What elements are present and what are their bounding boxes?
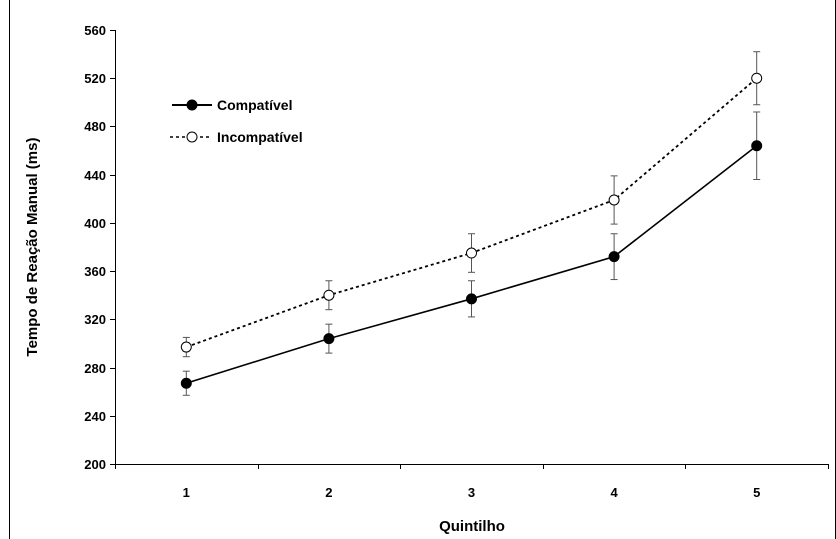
y-tick-label: 560 — [84, 23, 106, 38]
x-tick-label: 5 — [753, 485, 760, 500]
legend: Compatível Incompatível — [170, 97, 303, 145]
legend-marker-compativel — [187, 100, 197, 110]
y-tick-label: 360 — [84, 264, 106, 279]
y-tick-label: 520 — [84, 71, 106, 86]
x-axis-ticks: 1 2 3 4 5 — [116, 464, 829, 500]
data-point-incompativel — [181, 342, 191, 352]
data-point-compativel — [467, 294, 477, 304]
y-tick-label: 440 — [84, 168, 106, 183]
data-point-incompativel — [752, 73, 762, 83]
data-point-incompativel — [609, 195, 619, 205]
data-point-compativel — [181, 378, 191, 388]
y-tick-label: 280 — [84, 361, 106, 376]
legend-label-compativel: Compatível — [217, 97, 292, 113]
x-axis-title: Quintilho — [439, 518, 505, 535]
y-tick-label: 200 — [84, 457, 106, 472]
x-tick-label: 2 — [325, 485, 332, 500]
data-point-compativel — [324, 334, 334, 344]
legend-marker-incompativel — [187, 132, 197, 142]
x-tick-label: 3 — [468, 485, 475, 500]
y-axis-ticks: 200 240 280 320 360 400 440 480 520 560 — [84, 23, 115, 472]
legend-item-incompativel: Incompatível — [170, 129, 303, 145]
y-tick-label: 400 — [84, 216, 106, 231]
legend-label-incompativel: Incompatível — [217, 129, 303, 145]
legend-item-compativel: Compatível — [172, 97, 292, 113]
y-tick-label: 240 — [84, 409, 106, 424]
x-tick-label: 1 — [183, 485, 190, 500]
y-axis-title: Tempo de Reação Manual (ms) — [24, 138, 41, 357]
y-tick-label: 480 — [84, 119, 106, 134]
y-tick-label: 320 — [84, 312, 106, 327]
data-point-incompativel — [467, 248, 477, 258]
data-point-incompativel — [324, 290, 334, 300]
data-point-compativel — [609, 252, 619, 262]
data-point-compativel — [752, 141, 762, 151]
x-tick-label: 4 — [610, 485, 618, 500]
